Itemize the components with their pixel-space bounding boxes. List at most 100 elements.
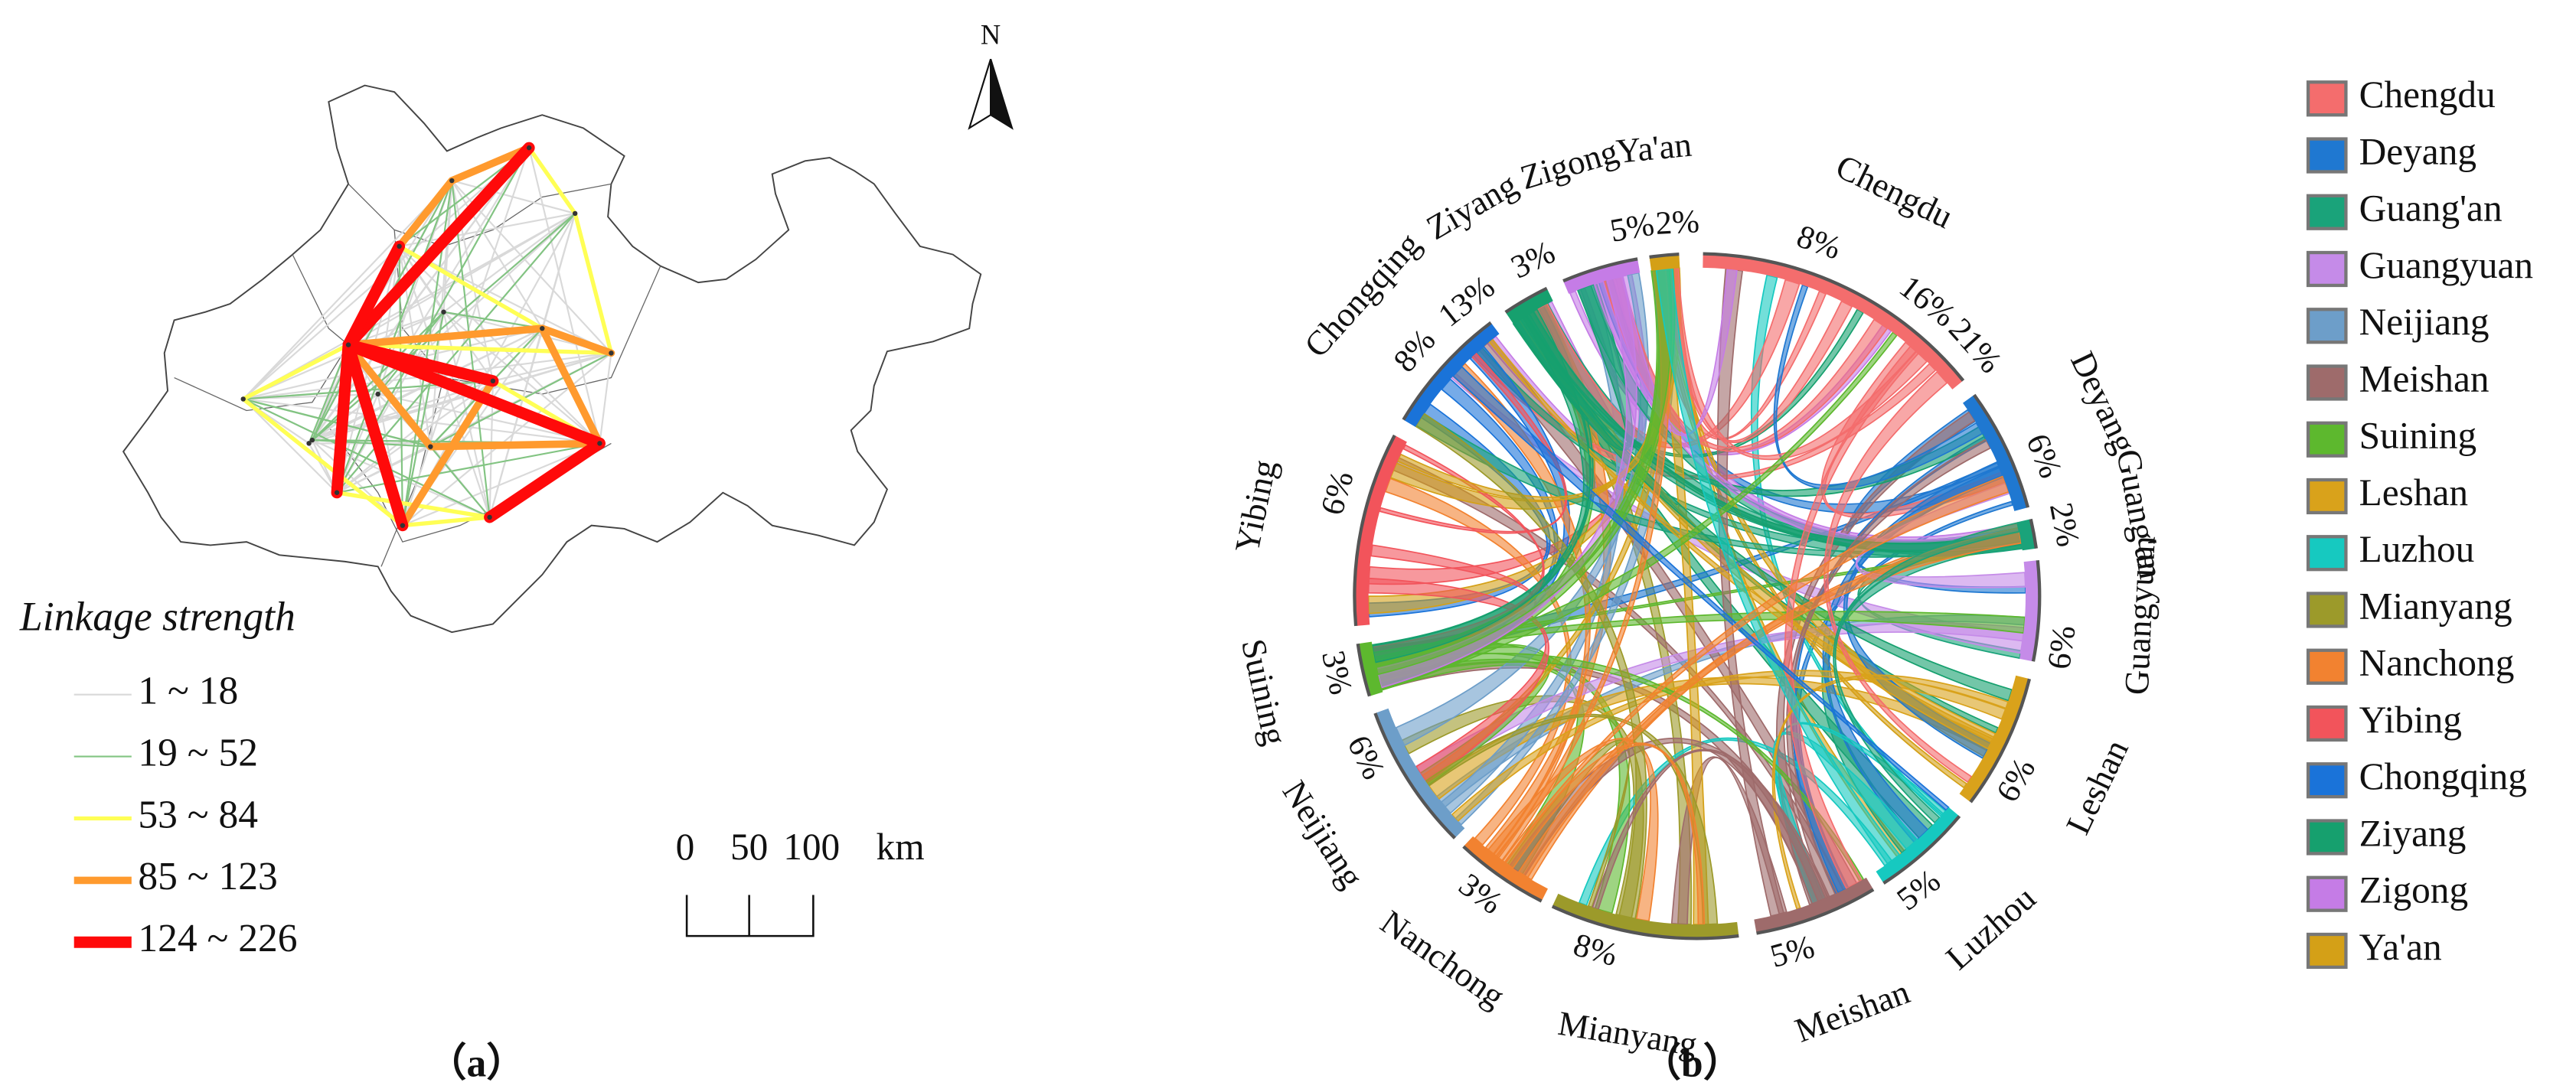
segment-name: Luzhou [1938,878,2042,977]
segment-name: Mianyang [1556,1004,1699,1064]
scale-label: 0 [676,826,695,868]
legend-label: Nanchong [2359,642,2515,684]
region-outline [122,84,982,634]
chord [1773,284,1983,491]
linkage-line [451,179,576,215]
chord [1823,370,1973,784]
segment-outline [2029,518,2039,549]
linkage-line [344,341,435,451]
linkage-line [599,352,612,445]
segment-name: Guangyuan [2117,535,2163,696]
linkage-line [451,179,544,330]
linkage-line [241,396,405,528]
legend-swatch [2306,819,2348,856]
caption-a: （a） [427,1041,526,1086]
segment-name: Suining [1234,635,1295,748]
chord [1376,275,1637,689]
segment-arc [1506,288,1553,324]
legend-swatch [2306,194,2348,230]
linkage-line [242,398,338,494]
legend-label: Leshan [2359,471,2468,513]
linkage-line [401,442,601,526]
linkage-line [242,212,576,400]
percent-label: 6% [2019,429,2068,484]
legend-label: Meishan [2359,357,2489,399]
linkage-line [527,145,577,216]
linkage-line [242,398,601,445]
segment-outline [1356,643,1372,697]
segment-arc [1552,893,1739,938]
city-node [375,391,380,397]
linkage-line [335,442,601,494]
caption-b: （b） [1642,1041,1743,1086]
percent-label: 3% [1506,234,1561,285]
linkage-line [484,437,606,523]
legend-swatch [2306,932,2348,970]
city-node [334,490,340,495]
percent-label: 5% [1767,929,1818,975]
percent-label: 6% [2041,623,2083,671]
segment-outline [1882,815,1961,885]
city-node [572,210,578,217]
map-panel [122,84,982,634]
segment-outline [1353,434,1396,627]
legend-label: 1 ~ 18 [138,670,238,713]
legend-label: 19 ~ 52 [138,731,258,774]
linkage-line [242,245,400,400]
segment-arc [1703,254,1963,390]
city-node [397,243,402,249]
linkage-line [377,311,445,396]
linkage-line [242,398,491,519]
linkage-line [442,179,453,313]
legend-title: Linkage strength [19,593,295,639]
legend-swatch [2306,308,2348,344]
chord [1592,748,1827,911]
percent-label: 3% [1314,647,1359,698]
city-node [449,178,455,184]
legend-swatch [2306,705,2348,742]
linkage-line [398,245,445,313]
legend-swatch [2306,137,2348,174]
chord [1771,674,2010,910]
segment-arc [1358,641,1383,696]
segment-outline [1973,393,2030,508]
segment-name: Ziyang [1420,165,1524,247]
segment-arc [1876,807,1959,883]
legend-swatch [2306,875,2348,912]
legend-label: 53 ~ 84 [138,793,258,836]
legend-label: Ziyang [2359,812,2467,854]
legend-swatch [2306,762,2348,799]
segment-name: Deyang [2063,346,2143,459]
segment-outline [1402,321,1492,421]
linkage-line [331,339,354,499]
city-node [490,378,496,384]
city-node [345,342,351,347]
north-arrow-right [990,58,1014,130]
segment-outline [1969,678,2032,804]
segment-outline [1703,252,1965,382]
legend-swatch [2306,80,2348,117]
chord [1452,366,1950,811]
linkage-line [346,342,614,356]
segment-arc [1563,259,1641,294]
city-node [240,396,246,402]
chord [1603,275,1889,452]
segment-arc [1959,675,2029,802]
legend-label: Luzhou [2359,528,2475,570]
legend-swatch [2306,364,2348,401]
linkage-line [442,311,544,330]
legend-label: Yibing [2359,699,2462,741]
linkage-line [242,179,453,400]
segment-arc [1649,255,1680,271]
segment-arc [1404,323,1500,427]
legend-label: 124 ~ 226 [138,917,297,960]
chord [1833,522,2020,824]
city-node [540,325,545,331]
scale-bar [685,895,815,937]
linkage-line [448,144,533,184]
north-label: N [981,20,1001,51]
segment-name: Yibing [1228,457,1284,556]
percent-label: 8% [1569,927,1621,973]
chord [1488,338,1995,750]
